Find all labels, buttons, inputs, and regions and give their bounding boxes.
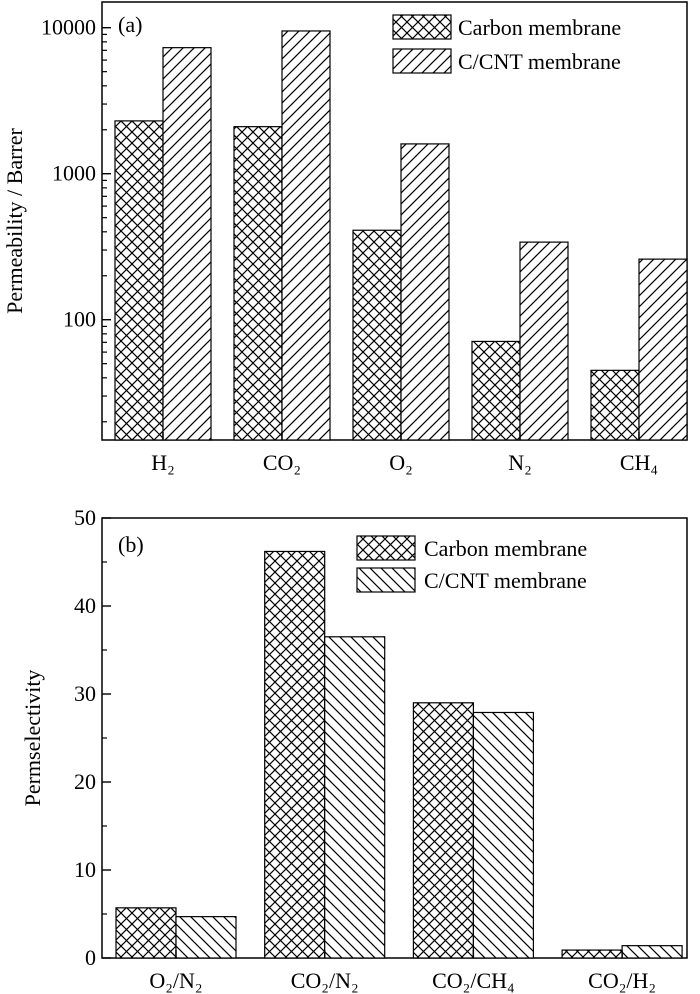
b-xtick-label: O₂/N₂ <box>149 968 202 993</box>
chart-b: 0 10 20 30 40 50 O₂/N₂ CO₂/N₂ CO₂/CH₄ CO₂/H₂ (b)… <box>20 505 688 993</box>
chart-a-yaxis: 100 1000 10000 <box>41 15 111 423</box>
a-xtick-label: H₂ <box>151 450 175 475</box>
chart-a-bars <box>114 30 688 441</box>
b-bar-COH-s1 <box>621 945 683 959</box>
chart-a: 100 1000 10000 H₂ CO₂ O₂ N₂ CH₄ (a) Permeabili… <box>2 1 688 475</box>
b-bar-CON-s1 <box>324 636 386 959</box>
chart-a-ylabel: Permeability / Barrer <box>2 127 27 313</box>
b-bar-CON-s0 <box>264 550 326 959</box>
chart-b-ylabel: Permselectivity <box>20 670 45 807</box>
b-xtick-label: CO₂/CH₄ <box>432 968 515 993</box>
a-xtick-label: CH₄ <box>620 450 658 475</box>
a-bar-N-s1 <box>519 241 569 441</box>
a-bar-CH-s0 <box>590 369 640 441</box>
a-bar-H-s1 <box>162 47 212 441</box>
chart-b-bars <box>115 550 683 959</box>
a-bar-H-s0 <box>114 120 164 441</box>
a-bar-N-s0 <box>471 340 521 441</box>
chart-a-legend-swatch-ccnt <box>392 48 452 74</box>
a-xtick-label: CO₂ <box>263 450 301 475</box>
chart-b-legend-label-ccnt: C/CNT membrane <box>424 568 587 593</box>
chart-b-legend-swatch-carbon <box>356 535 416 561</box>
a-bar-CO-s0 <box>233 126 283 441</box>
b-ytick-label: 20 <box>74 769 96 794</box>
chart-a-legend-label-ccnt: C/CNT membrane <box>458 49 621 74</box>
b-ytick-label: 10 <box>74 857 96 882</box>
chart-b-legend: Carbon membrane C/CNT membrane <box>356 535 587 593</box>
b-ytick-label: 50 <box>74 505 96 530</box>
chart-a-legend-swatch-carbon <box>392 14 452 40</box>
chart-a-xaxis: H₂ CO₂ O₂ N₂ CH₄ <box>151 432 658 475</box>
chart-a-panel-label: (a) <box>118 12 142 37</box>
chart-b-yaxis: 0 10 20 30 40 50 <box>74 505 111 970</box>
b-bar-ON-s0 <box>115 907 177 959</box>
a-bar-O-s0 <box>352 229 402 441</box>
a-xtick-label: N₂ <box>508 450 532 475</box>
a-ytick-label: 100 <box>63 307 96 332</box>
a-bar-CO-s1 <box>281 30 331 441</box>
chart-a-legend-label-carbon: Carbon membrane <box>458 15 621 40</box>
a-ytick-label: 10000 <box>41 15 96 40</box>
chart-b-legend-label-carbon: Carbon membrane <box>424 536 587 561</box>
b-bar-COCH-s0 <box>412 702 474 959</box>
a-bar-O-s1 <box>400 143 450 441</box>
b-bar-COCH-s1 <box>472 711 534 959</box>
b-ytick-label: 0 <box>85 945 96 970</box>
chart-b-xaxis: O₂/N₂ CO₂/N₂ CO₂/CH₄ CO₂/H₂ <box>149 950 656 993</box>
chart-b-legend-swatch-ccnt <box>356 567 416 593</box>
a-xtick-label: O₂ <box>389 450 413 475</box>
chart-b-panel-label: (b) <box>118 532 144 557</box>
a-ytick-label: 1000 <box>52 161 96 186</box>
a-bar-CH-s1 <box>638 258 688 441</box>
b-ytick-label: 40 <box>74 593 96 618</box>
b-xtick-label: CO₂/N₂ <box>291 968 359 993</box>
b-bar-ON-s1 <box>175 916 237 959</box>
b-bar-COH-s0 <box>561 949 623 959</box>
b-xtick-label: CO₂/H₂ <box>588 968 656 993</box>
b-ytick-label: 30 <box>74 681 96 706</box>
chart-a-legend: Carbon membrane C/CNT membrane <box>392 14 621 74</box>
